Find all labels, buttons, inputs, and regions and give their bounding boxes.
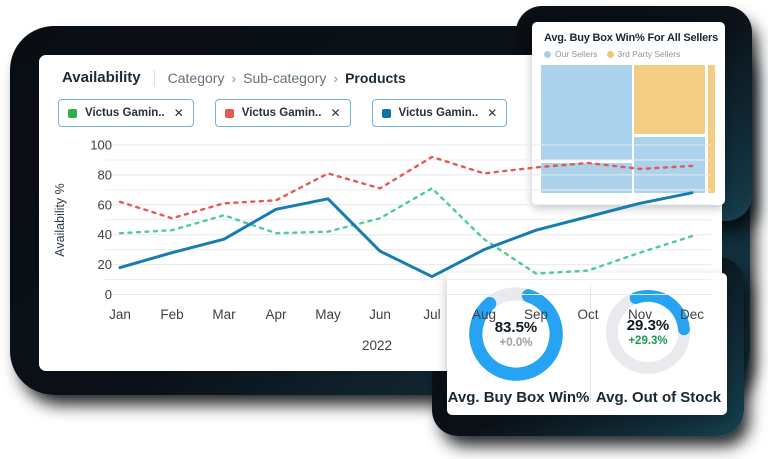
y-axis-title: Availability % [53,183,67,256]
x-tick-label-oct: Oct [577,307,598,322]
chip-close-icon[interactable]: ✕ [330,106,341,120]
legend-item-third: 3rd Party Sellers [606,49,681,59]
legend-dot [544,50,551,58]
series-line-blue [118,191,694,279]
legend-dot [606,50,614,58]
x-tick-label-jul: Jul [423,307,440,322]
x-tick-label-nov: Nov [628,307,652,322]
breadcrumb-item-category[interactable]: Category [167,69,225,86]
breadcrumb-separator: › [333,69,339,86]
breadcrumb-item-products[interactable]: Products [345,69,406,86]
filter-chip-0[interactable]: Victus Gamin.. ✕ [58,99,194,127]
y-tick-label: 100 [90,138,112,153]
x-tick-label-feb: Feb [160,307,183,322]
legend-label: 3rd Party Sellers [617,49,681,59]
x-tick-label-dec: Dec [680,307,704,322]
kpi-gauges-card: 83.5% +0.0% Avg. Buy Box Win% 29.3% +29.3% Av… [447,273,727,415]
y-tick-label: 0 [105,287,112,302]
page-title: Availability [62,69,141,86]
x-tick-label-sep: Sep [524,307,548,322]
gauge-1: 29.3% +29.3% Avg. Out of Stock [590,273,727,415]
x-tick-label-jun: Jun [369,307,391,322]
gauge-delta: +29.3% [628,335,668,347]
legend-label: Our Sellers [555,49,598,59]
x-tick-label-mar: Mar [212,307,236,322]
x-tick-label-aug: Aug [472,307,496,322]
donut-chart: 83.5% +0.0% [467,285,565,383]
filter-chip-label: Victus Gamin.. [85,107,165,119]
donut-chart: 29.3% +29.3% [604,288,692,376]
gauge-title: Avg. Buy Box Win% [447,389,590,406]
chip-close-icon[interactable]: ✕ [173,106,184,120]
treemap-block-our [541,65,632,160]
y-tick-label: 80 [98,167,112,182]
y-tick-label: 60 [98,197,112,212]
filter-chip-1[interactable]: Victus Gamin.. ✕ [214,99,351,127]
breadcrumb-separator: › [231,69,237,86]
series-color-dot [224,108,234,118]
treemap-block-our [541,163,632,193]
filter-chip-label: Victus Gamin.. [398,107,479,119]
chip-close-icon[interactable]: ✕ [487,106,498,120]
gauge-value: 83.5% [494,319,538,336]
treemap-title: Avg. Buy Box Win% For All Sellers [544,32,719,44]
x-tick-label-jan: Jan [109,307,131,322]
series-line-red [118,155,694,220]
filter-chip-label: Victus Gamin.. [241,107,322,119]
treemap-chart [541,65,715,193]
series-line-green [118,187,694,275]
gauge-value: 29.3% [626,317,670,334]
series-color-dot [68,108,77,118]
breadcrumb: Category › Sub-category › Products [168,70,406,86]
breadcrumb-item-sub-category[interactable]: Sub-category [243,69,327,86]
gauge-title: Avg. Out of Stock [595,389,722,406]
y-tick-label: 20 [98,257,112,272]
y-tick-label: 40 [98,227,112,242]
x-tick-label-may: May [315,307,341,322]
gauge-0: 83.5% +0.0% Avg. Buy Box Win% [447,273,590,415]
gauge-delta: +0.0% [499,337,533,349]
x-tick-label-apr: Apr [265,307,287,322]
filter-chip-2[interactable]: Victus Gamin.. ✕ [371,99,508,127]
treemap-block-our [634,137,705,193]
legend-item-our: Our Sellers [544,49,598,59]
treemap-legend: Our Sellers 3rd Party Sellers [532,44,725,59]
header-divider [153,69,155,86]
x-axis-year-label: 2022 [362,338,392,353]
series-color-dot [381,108,391,118]
filter-chips: Victus Gamin.. ✕ Victus Gamin.. ✕ Victus Gam… [58,99,722,127]
availability-card-header: Availability Category › Sub-category › Produ… [39,55,722,86]
treemap-block-third [708,65,715,193]
availability-card: Availability Category › Sub-category › Produ… [39,55,722,371]
treemap-block-third [634,65,705,134]
gauges-divider [590,285,591,403]
availability-line-chart: 0 20 40 60 80 100 Availability % Jan Feb Mar Apr Ma… [53,138,711,353]
